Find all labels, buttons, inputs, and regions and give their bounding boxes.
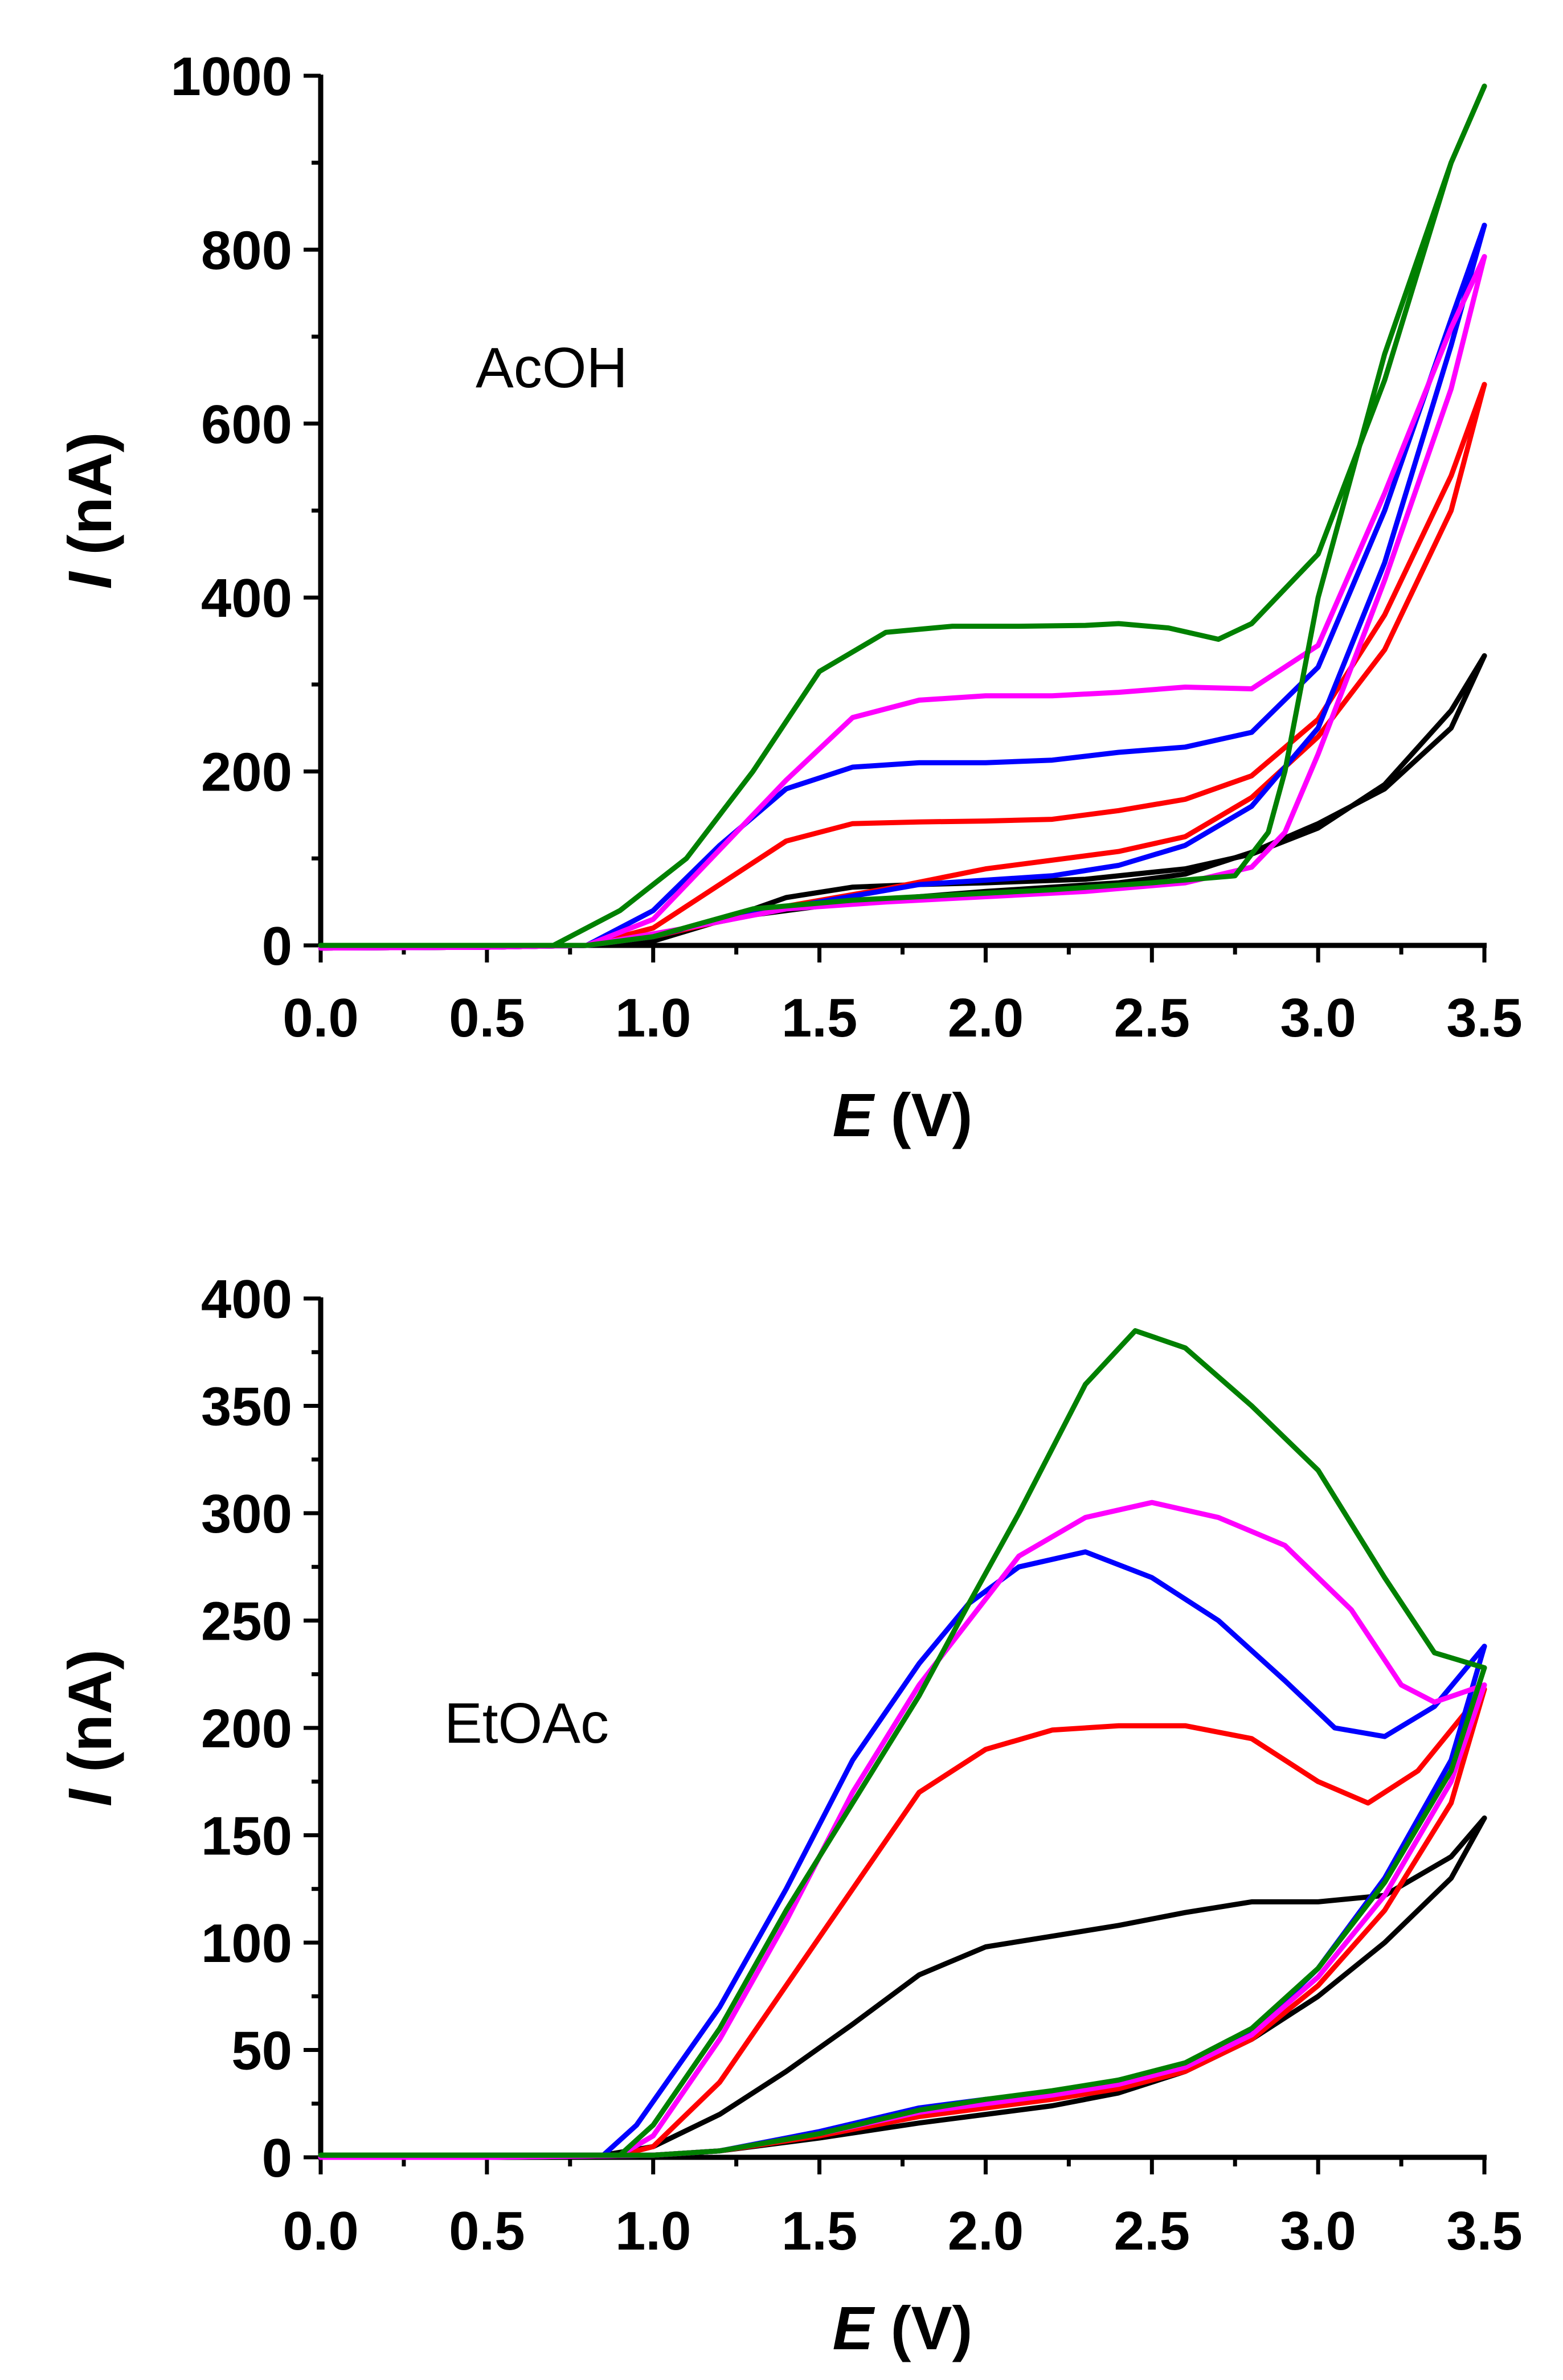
series-red-forward-line bbox=[318, 1686, 1487, 2160]
x-tick-label: 3.0 bbox=[1280, 2201, 1356, 2262]
y-tick-label: 250 bbox=[201, 1591, 292, 1652]
x-tick-label: 1.0 bbox=[615, 988, 691, 1048]
x-axis-title-unit: (V) bbox=[891, 1080, 973, 1149]
y-axis-title-symbol: I bbox=[55, 1788, 124, 1806]
x-tick-label: 3.5 bbox=[1446, 2201, 1522, 2262]
x-tick-label: 2.0 bbox=[948, 2201, 1024, 2262]
series-red-forward-line bbox=[318, 382, 1487, 951]
x-tick-label: 1.0 bbox=[615, 2201, 691, 2262]
y-axis-title-unit: (nA) bbox=[55, 1649, 124, 1772]
y-tick-label: 1000 bbox=[170, 46, 292, 107]
x-axis-title: E (V) bbox=[832, 2293, 972, 2362]
x-axis-title-unit: (V) bbox=[891, 2293, 973, 2362]
y-tick-label: 350 bbox=[201, 1377, 292, 1437]
x-tick-label: 1.5 bbox=[782, 988, 857, 1048]
series-red-reverse-line bbox=[318, 382, 1487, 951]
x-tick-label: 3.5 bbox=[1446, 988, 1522, 1048]
x-tick-label: 0.0 bbox=[283, 988, 358, 1048]
series-blue-forward-line bbox=[318, 223, 1487, 951]
y-tick-label: 0 bbox=[262, 2128, 292, 2189]
y-axis-title-gap bbox=[55, 555, 124, 572]
series-blue-reverse-line bbox=[318, 223, 1487, 951]
x-tick-label: 3.0 bbox=[1280, 988, 1356, 1048]
x-tick-label: 2.5 bbox=[1114, 2201, 1190, 2262]
series-black-reverse-line bbox=[318, 653, 1487, 951]
series-magenta-reverse-line bbox=[318, 1682, 1487, 2160]
x-tick-label: 2.5 bbox=[1114, 988, 1190, 1048]
x-tick-label: 1.5 bbox=[782, 2201, 857, 2262]
series-green-forward-line bbox=[318, 1328, 1487, 2158]
y-axis-title-unit: (nA) bbox=[55, 432, 124, 555]
solvent-annotation: AcOH bbox=[476, 336, 628, 400]
y-tick-label: 150 bbox=[201, 1806, 292, 1867]
solvent-annotation: EtOAc bbox=[444, 1691, 609, 1755]
y-axis-title-symbol: I bbox=[55, 571, 124, 589]
y-axis-title: I (nA) bbox=[55, 1649, 124, 1806]
y-axis-title-gap bbox=[55, 1772, 124, 1789]
series-green-reverse-line bbox=[318, 1665, 1487, 2158]
x-axis-title-gap bbox=[874, 1080, 891, 1149]
y-tick-label: 400 bbox=[201, 568, 292, 629]
x-tick-label: 0.0 bbox=[283, 2201, 358, 2262]
x-axis-title: E (V) bbox=[832, 1080, 972, 1149]
series-black-forward-line bbox=[318, 653, 1487, 951]
x-axis-title-symbol: E bbox=[832, 2293, 875, 2362]
y-tick-label: 100 bbox=[201, 1913, 292, 1974]
x-tick-label: 0.5 bbox=[449, 2201, 525, 2262]
series-green-forward-line bbox=[318, 83, 1487, 948]
chart-panel-etoac: 0.0 0.5 1.0 1.5 2.0 2.5 3.0 3.5 0 50 100 150 200 250 3… bbox=[55, 1269, 1523, 2362]
series-blue-forward-line bbox=[318, 1549, 1487, 2160]
y-tick-label: 50 bbox=[231, 2021, 292, 2082]
y-tick-label: 200 bbox=[201, 1698, 292, 1759]
x-tick-label: 2.0 bbox=[948, 988, 1024, 1048]
x-axis-title-gap bbox=[874, 2293, 891, 2362]
series-green-reverse-line bbox=[318, 83, 1487, 948]
series-magenta-forward-line bbox=[318, 1500, 1487, 2160]
y-tick-label: 600 bbox=[201, 394, 292, 455]
y-tick-label: 800 bbox=[201, 220, 292, 281]
y-axis-title: I (nA) bbox=[55, 432, 124, 589]
series-red-reverse-line bbox=[318, 1686, 1487, 2160]
y-tick-label: 300 bbox=[201, 1484, 292, 1545]
y-tick-label: 200 bbox=[201, 742, 292, 803]
y-tick-label: 0 bbox=[262, 916, 292, 977]
x-tick-label: 0.5 bbox=[449, 988, 525, 1048]
x-axis-title-symbol: E bbox=[832, 1080, 875, 1149]
y-tick-label: 400 bbox=[201, 1269, 292, 1330]
chart-panel-acoh: 0.0 0.5 1.0 1.5 2.0 2.5 3.0 3.5 0 200 400 600 800 100… bbox=[55, 46, 1523, 1149]
series-magenta-forward-line bbox=[318, 254, 1487, 951]
